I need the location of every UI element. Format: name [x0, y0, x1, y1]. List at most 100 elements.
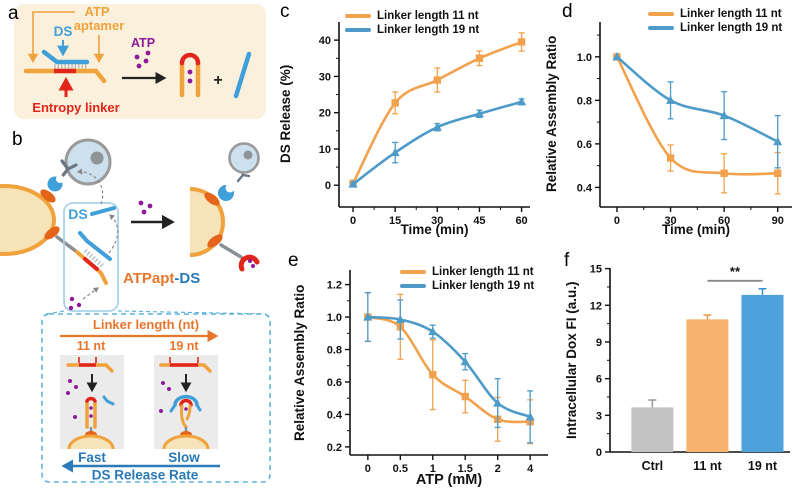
host-cell-membrane	[0, 184, 60, 256]
entropy-linker-callout: Entropy linker	[32, 77, 120, 115]
fit-curve	[615, 55, 780, 144]
atp-trigger: ATP	[122, 36, 167, 85]
triangle-marker	[460, 356, 470, 366]
triangle-marker	[432, 122, 442, 131]
triangle-marker	[666, 95, 676, 104]
atp-aptamer-label-line2: aptamer	[74, 18, 125, 33]
panel-b: b	[0, 124, 288, 493]
legend-d: Linker length 11 nt Linker length 19 nt	[648, 8, 782, 34]
atpapt-label-part: ATPapt	[123, 270, 174, 287]
legend-line-11nt-icon	[400, 270, 426, 274]
cell-nucleus	[90, 151, 104, 165]
panel-letter-a: a	[8, 3, 19, 24]
x-tick-label: 15	[389, 215, 401, 227]
y-axis-title-e: Relative Assembly Ratio	[292, 284, 307, 442]
atp-aptamer-label-line1: ATP	[84, 4, 109, 19]
triangle-marker	[612, 52, 622, 61]
atp-molecules-middle	[138, 200, 153, 215]
panel-e: e 0 0.5 1 1.5 2 4 0.2 0.4 0.6 0.8 1.0 1.2 Linker le…	[288, 244, 562, 493]
y-tick-label: 0.4	[577, 182, 593, 194]
x-tick-label: 1.5	[458, 463, 473, 475]
square-marker	[666, 154, 675, 162]
x-axis-title-e: ATP (mM)	[415, 472, 483, 488]
bar-category-label: Ctrl	[642, 459, 664, 473]
y-tick-label: 10	[319, 144, 331, 156]
panel-letter-b: b	[12, 129, 23, 150]
triangle-marker	[428, 326, 438, 336]
y-tick-label: 3	[596, 410, 602, 422]
aptamer-strand	[23, 68, 107, 84]
legend-label-11nt: Linker length 11 nt	[432, 266, 534, 278]
atp-label: ATP	[131, 36, 155, 50]
legend-line-11nt-icon	[345, 14, 371, 18]
ds-label: DS	[54, 24, 73, 39]
chart-f: 0 3 6 9 12 15 Ctrl 11 nt 19 nt **	[590, 264, 790, 473]
x-tick-label: 90	[772, 215, 784, 227]
legend-label-19nt: Linker length 19 nt	[680, 22, 783, 34]
x-tick-label: 0	[614, 215, 620, 227]
square-marker	[391, 99, 399, 107]
tether-rod	[55, 235, 79, 254]
y-tick-label: 40	[319, 35, 331, 47]
y-tick-label: 0.8	[327, 345, 342, 357]
y-tick-label: 1.0	[577, 52, 592, 64]
legend-line-19nt-icon	[648, 26, 674, 30]
chart-c: 0 15 30 45 60 0 10 20 30 40	[319, 22, 530, 227]
folded-hairpin-right	[238, 254, 260, 272]
series-11nt	[364, 292, 534, 445]
ds-release-rate-label: DS Release Rate	[92, 468, 199, 483]
y-axis-title-d: Relative Assembly Ratio	[544, 35, 559, 193]
aptamer-anchor-crescent	[47, 175, 64, 192]
bound-ds-cap	[173, 394, 199, 407]
legend-e: Linker length 11 nt Linker length 19 nt	[400, 266, 534, 292]
x-axis-title-d: Time (min)	[661, 222, 730, 237]
triangle-marker	[517, 97, 527, 106]
panel-letter-d: d	[562, 1, 573, 22]
ds-label-b: DS	[68, 206, 87, 222]
triangle-marker	[348, 179, 358, 188]
legend-row-11nt: Linker length 11 nt	[345, 10, 479, 22]
x-tick-label: 1	[430, 463, 436, 475]
legend-row-11nt: Linker length 11 nt	[400, 266, 534, 278]
hairpin-loop	[179, 52, 201, 66]
hairpin-product	[179, 52, 201, 98]
atpapt-ds-label: ATPapt-DS	[123, 270, 200, 287]
panel-f: f 0 3 6 9 12 15 Ctrl 11 nt 19 nt ** Intracellular…	[562, 244, 799, 493]
receptor-top	[40, 189, 56, 203]
triangle-marker	[395, 314, 405, 323]
atp-molecules-box	[68, 296, 82, 311]
square-marker	[720, 169, 728, 177]
legend-label-19nt: Linker length 19 nt	[432, 280, 535, 292]
panel-c: c 0 15 30 45 60 0 10 20 30 40 Linker length 11 nt…	[272, 0, 540, 242]
triangle-marker	[525, 412, 535, 421]
mini-11nt-scheme	[66, 357, 115, 450]
panel-a-background	[14, 4, 266, 119]
axes: 0 0.5 1 1.5 2 4 0.2 0.4 0.6 0.8 1.0 1.2	[327, 270, 548, 475]
x-tick-label: 30	[431, 215, 443, 227]
atp-binding-arrow	[82, 287, 99, 300]
tether-rod-right	[219, 243, 243, 259]
panel-a: a ATP aptamer DS	[0, 0, 272, 124]
atpapt-ds-complex	[75, 231, 112, 285]
series-19nt	[612, 52, 783, 169]
square-marker	[429, 370, 437, 379]
panel-letter-c: c	[280, 1, 290, 22]
legend-line-19nt-icon	[345, 28, 371, 32]
y-tick-label: 0.8	[577, 95, 592, 107]
x-tick-label: 0	[365, 463, 371, 475]
y-tick-label: 0.4	[327, 409, 343, 421]
aptamer-anchor-crescent-right	[218, 183, 235, 201]
y-tick-label: 0	[325, 180, 331, 192]
legend-label-11nt: Linker length 11 nt	[377, 10, 479, 22]
ds-label-part: -DS	[174, 270, 200, 287]
x-tick-label: 45	[473, 215, 485, 227]
triangle-marker	[363, 312, 373, 321]
bar-category-label: 19 nt	[748, 459, 778, 473]
y-tick-label: 9	[596, 337, 602, 349]
fit-curve	[351, 40, 523, 185]
x-tick-label: 60	[718, 215, 730, 227]
x-tick-label: 0	[350, 215, 356, 227]
series-11nt	[349, 32, 526, 188]
y-axis-title-c: DS Release (%)	[278, 64, 293, 164]
